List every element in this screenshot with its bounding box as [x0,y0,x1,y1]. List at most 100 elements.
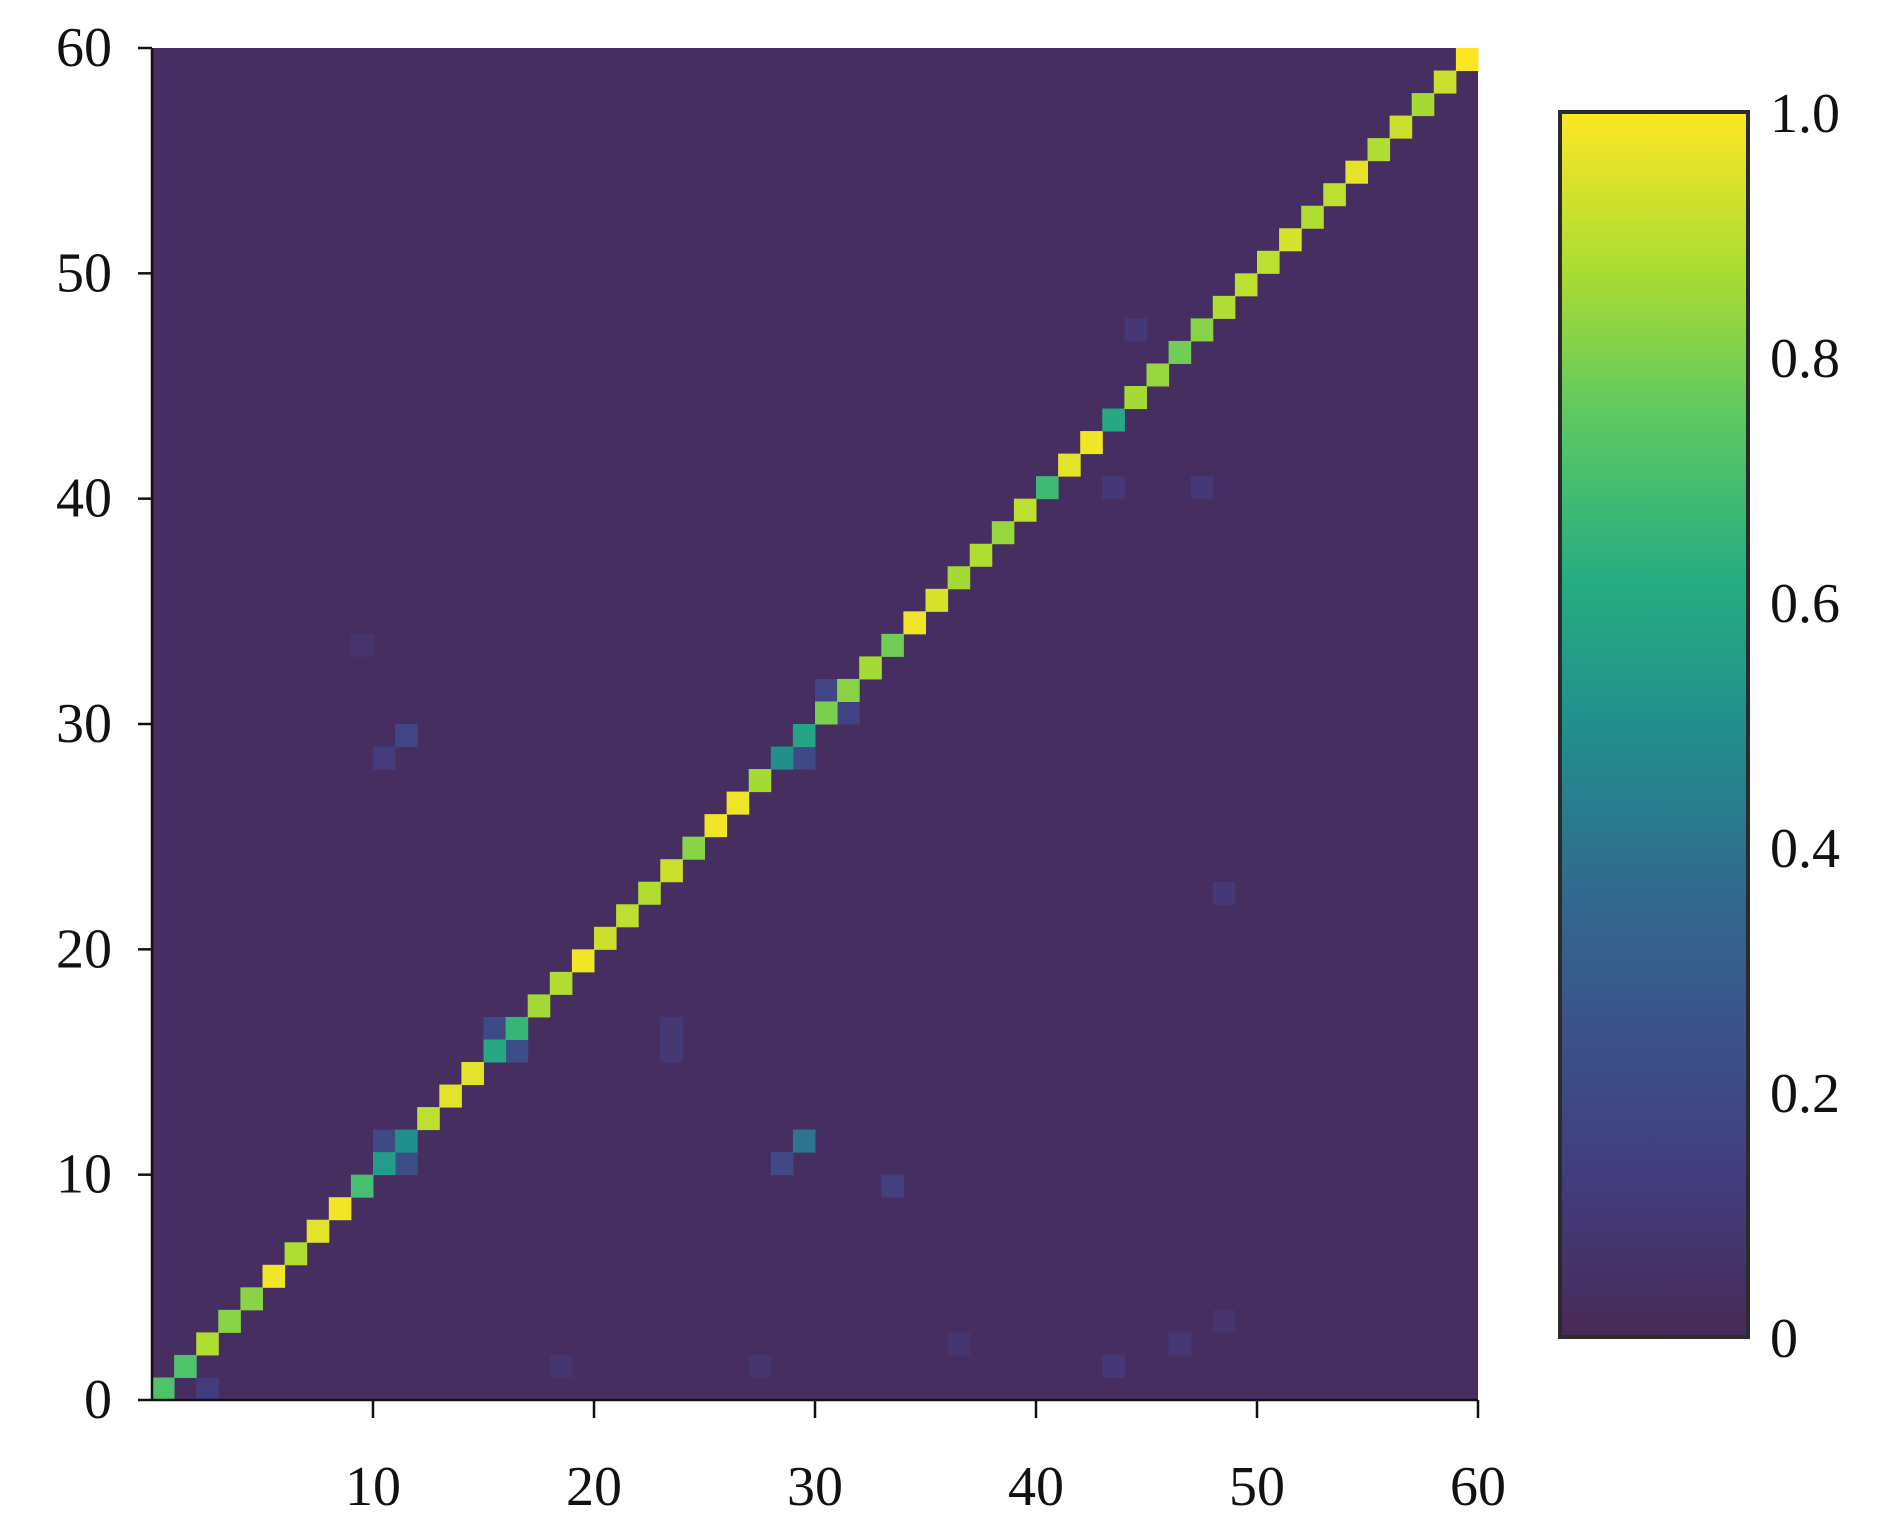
heatmap-cell-diagonal-25 [682,836,705,860]
heatmap-cell-diagonal-41 [1036,476,1059,500]
heatmap-cell-diagonal-38 [969,543,993,567]
heatmap-cell-diagonal-51 [1257,250,1280,274]
heatmap-cell-diagonal-30 [792,724,816,748]
heatmap-cell-diagonal-16 [483,1039,507,1063]
heatmap-cell-diagonal-54 [1323,183,1346,207]
heatmap-cell-diagonal-55 [1345,160,1368,184]
heatmap-cell-diagonal-10 [350,1174,374,1198]
heatmap-cell-offdiag-18 [1102,1354,1125,1378]
heatmap-cell-offdiag-11 [815,678,838,702]
heatmap-cell-diagonal-45 [1124,386,1147,410]
heatmap-cell-offdiag-10 [792,746,816,770]
heatmap-cell-offdiag-2 [395,1152,418,1176]
heatmap-cell-diagonal-15 [461,1062,484,1086]
heatmap-cell-diagonal-5 [240,1287,263,1311]
heatmap-cell-offdiag-0 [196,1377,219,1401]
heatmap-cell-diagonal-6 [262,1264,286,1288]
heatmap-cell-diagonal-20 [571,949,595,973]
heatmap-cell-diagonal-2 [174,1354,197,1378]
heatmap-cell-diagonal-40 [1013,498,1037,522]
x-tick-label-40: 40 [1008,1456,1064,1518]
y-tick-label-10: 10 [56,1144,112,1206]
colorbar-frame [1558,110,1750,1339]
heatmap-cell-offdiag-7 [881,1174,904,1198]
heatmap-cell-diagonal-56 [1367,138,1391,162]
heatmap-cell-diagonal-48 [1190,318,1214,342]
x-tick-label-30: 30 [787,1456,843,1518]
heatmap-cell-diagonal-7 [284,1242,308,1266]
heatmap-cell-diagonal-29 [770,746,794,770]
heatmap-cell-diagonal-47 [1168,340,1192,364]
heatmap-cell-diagonal-32 [837,678,860,702]
heatmap-cell-offdiag-24 [1168,1332,1192,1356]
colorbar-gradient [1560,112,1748,1337]
heatmap-cell-offdiag-22 [549,1354,573,1378]
heatmap-cell-offdiag-12 [837,701,860,725]
x-tick-label-10: 10 [345,1456,401,1518]
heatmap-cell-diagonal-3 [196,1332,219,1356]
heatmap-cell-diagonal-60 [1455,48,1479,72]
heatmap-cell-offdiag-15 [1124,318,1147,342]
heatmap-cell-diagonal-23 [638,881,661,905]
heatmap-cell-diagonal-33 [859,656,882,680]
heatmap-cell-offdiag-16 [1102,476,1125,500]
heatmap-cell-offdiag-5 [770,1152,794,1176]
heatmap-cell-diagonal-28 [748,769,772,793]
heatmap-cell-diagonal-27 [726,791,750,815]
heatmap-cell-diagonal-58 [1411,93,1435,117]
y-tick-label-50: 50 [56,242,112,304]
heatmap-cell-diagonal-53 [1301,205,1324,229]
x-tick-label-50: 50 [1229,1456,1285,1518]
heatmap-cell-diagonal-39 [991,521,1015,545]
heatmap-cell-diagonal-11 [373,1152,396,1176]
heatmap-cell-offdiag-3 [483,1016,507,1040]
heatmap-cell-diagonal-37 [947,566,971,590]
heatmap-cell-offdiag-23 [748,1354,772,1378]
heatmap-cell-diagonal-17 [505,1016,529,1040]
heatmap-cell-offdiag-13 [660,1016,683,1040]
colorbar-tick-label-5: 1.0 [1770,83,1840,145]
heatmap-cell-diagonal-19 [549,971,573,995]
heatmap-cell-diagonal-59 [1433,70,1457,94]
heatmap-cell-offdiag-20 [1212,881,1236,905]
heatmap-cell-diagonal-12 [395,1129,418,1153]
colorbar-tick-label-1: 0.2 [1770,1063,1840,1125]
heatmap-cell-diagonal-52 [1279,228,1302,252]
heatmap-cell-diagonal-14 [439,1084,462,1108]
heatmap-cell-diagonal-36 [925,588,949,612]
heatmap-cell-offdiag-1 [373,1129,396,1153]
heatmap-cell-offdiag-14 [660,1039,683,1063]
heatmap-cell-offdiag-6 [792,1129,816,1153]
y-tick-label-20: 20 [56,918,112,980]
heatmap-cell-offdiag-4 [505,1039,529,1063]
heatmap-cell-diagonal-35 [903,611,926,635]
heatmap-cell-diagonal-46 [1146,363,1170,387]
heatmap-cell-diagonal-44 [1102,408,1125,432]
x-tick-label-20: 20 [566,1456,622,1518]
heatmap-cell-offdiag-17 [1190,476,1214,500]
heatmap-cell-offdiag-19 [947,1332,971,1356]
heatmap-cell-diagonal-21 [594,926,617,950]
heatmap-cell-offdiag-9 [373,746,396,770]
y-tick-label-0: 0 [84,1369,112,1431]
heatmap-cell-diagonal-13 [417,1107,440,1131]
colorbar-tick-label-4: 0.8 [1770,328,1840,390]
heatmap-cell-diagonal-57 [1389,115,1413,139]
heatmap-cell-diagonal-50 [1234,273,1258,297]
heatmap-cell-offdiag-25 [1212,1309,1236,1333]
heatmap-cell-diagonal-8 [306,1219,330,1243]
heatmap-cell-diagonal-1 [152,1377,175,1401]
heatmap-cell-diagonal-4 [218,1309,241,1333]
heatmap-cell-diagonal-9 [328,1197,352,1221]
colorbar-tick-label-2: 0.4 [1770,818,1840,880]
heatmap-cell-offdiag-8 [395,724,418,748]
heatmap-axes: 0 10 20 30 40 50 60 10 20 30 40 50 60 [56,17,1506,1518]
heatmap-cell-diagonal-24 [660,859,683,883]
y-tick-label-40: 40 [56,468,112,530]
heatmap-cell-diagonal-42 [1058,453,1081,477]
heatmap-cell-diagonal-43 [1080,431,1103,455]
heatmap-cell-diagonal-31 [815,701,838,725]
colorbar-tick-label-0: 0 [1770,1308,1798,1370]
x-tick-label-60: 60 [1450,1456,1506,1518]
